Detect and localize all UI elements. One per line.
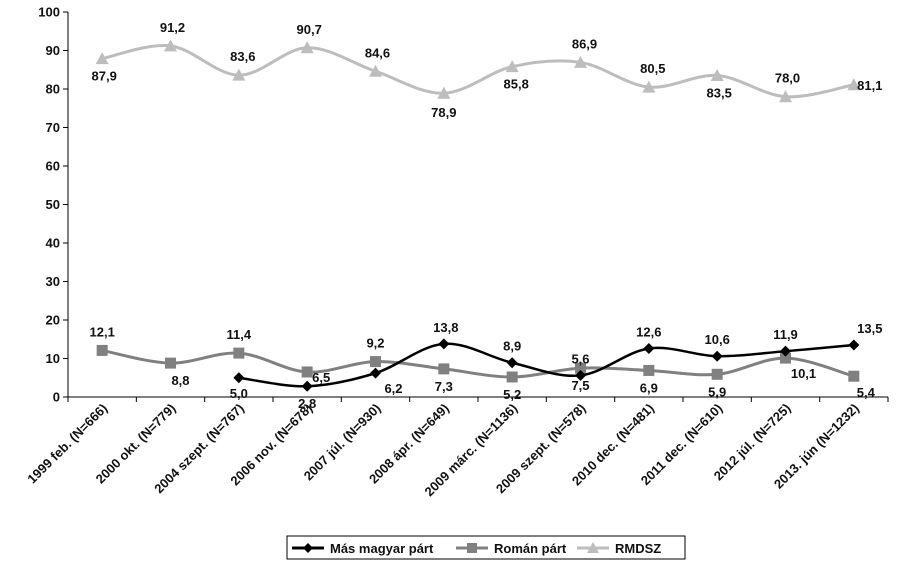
data-label: 87,9 bbox=[92, 69, 117, 84]
data-labels: 5,0 2,8 6,2 13,8 8,9 5,6 12,6 10,6 11,9 13,5 12,1 8… bbox=[90, 20, 883, 411]
diamond-marker bbox=[575, 369, 586, 381]
data-label: 12,1 bbox=[90, 324, 115, 339]
data-label: 5,2 bbox=[503, 387, 521, 402]
legend-square-marker bbox=[467, 543, 477, 553]
legend-label: Román párt bbox=[494, 541, 567, 556]
diamond-marker bbox=[780, 345, 791, 357]
data-label: 78,9 bbox=[431, 105, 456, 120]
square-marker bbox=[848, 370, 860, 382]
square-marker bbox=[233, 347, 245, 359]
legend: Más magyar párt Román párt RMDSZ bbox=[286, 535, 686, 560]
data-label: 6,2 bbox=[384, 381, 402, 396]
data-label: 5,0 bbox=[230, 386, 248, 401]
data-label: 81,1 bbox=[857, 78, 882, 93]
diamond-marker bbox=[643, 342, 655, 354]
y-tick-label: 80 bbox=[46, 82, 60, 97]
data-label: 83,5 bbox=[707, 86, 732, 101]
data-label: 85,8 bbox=[504, 77, 529, 92]
diamond-marker bbox=[848, 339, 860, 351]
data-label: 80,5 bbox=[640, 61, 665, 76]
triangle-marker bbox=[710, 69, 724, 82]
series-line bbox=[101, 348, 855, 379]
square-marker bbox=[711, 368, 723, 380]
y-tick-label: 60 bbox=[46, 159, 60, 174]
data-label: 8,8 bbox=[171, 373, 189, 388]
data-label: 6,5 bbox=[312, 370, 330, 385]
data-label: 5,9 bbox=[708, 384, 726, 399]
triangle-marker bbox=[437, 86, 451, 99]
data-label: 9,2 bbox=[366, 336, 384, 351]
y-tick-label: 0 bbox=[53, 390, 60, 405]
data-label: 7,3 bbox=[435, 379, 453, 394]
data-label: 86,9 bbox=[572, 36, 597, 51]
triangle-marker bbox=[642, 80, 656, 93]
square-marker bbox=[370, 356, 381, 368]
data-label: 13,5 bbox=[857, 321, 882, 336]
square-marker bbox=[506, 371, 518, 383]
square-marker bbox=[643, 364, 655, 376]
triangle-marker bbox=[505, 60, 519, 73]
square-marker bbox=[438, 363, 450, 375]
triangle-marker bbox=[847, 78, 861, 91]
y-tick-label: 90 bbox=[46, 43, 60, 58]
data-label: 10,6 bbox=[705, 332, 730, 347]
series-line bbox=[238, 342, 854, 388]
data-label: 12,6 bbox=[636, 324, 661, 339]
square-marker bbox=[165, 357, 176, 369]
data-label: 78,0 bbox=[775, 71, 800, 86]
triangle-marker bbox=[95, 52, 109, 65]
data-label: 2,8 bbox=[298, 396, 316, 411]
square-marker bbox=[301, 366, 313, 378]
legend-triangle-marker bbox=[587, 542, 599, 553]
data-label: 10,1 bbox=[791, 366, 816, 381]
data-label: 90,7 bbox=[297, 22, 322, 37]
data-label: 6,9 bbox=[640, 380, 658, 395]
diamond-marker bbox=[233, 372, 245, 384]
y-tick-label: 30 bbox=[46, 274, 60, 289]
y-tick-label: 50 bbox=[46, 197, 60, 212]
data-label: 7,5 bbox=[571, 378, 589, 393]
data-label: 13,8 bbox=[433, 320, 458, 335]
data-label: 11,4 bbox=[227, 327, 252, 342]
diamond-marker bbox=[370, 367, 381, 379]
diamond-marker bbox=[506, 357, 518, 369]
series-line bbox=[101, 44, 855, 99]
data-label: 8,9 bbox=[503, 339, 521, 354]
data-label: 11,9 bbox=[773, 327, 798, 342]
data-label: 83,6 bbox=[230, 49, 255, 64]
square-marker bbox=[780, 352, 791, 364]
diamond-marker bbox=[711, 350, 723, 362]
triangle-marker bbox=[779, 90, 792, 103]
square-marker bbox=[96, 344, 108, 356]
legend-label: Más magyar párt bbox=[330, 541, 434, 556]
y-tick-label: 70 bbox=[46, 120, 60, 135]
data-label: 5,6 bbox=[571, 351, 589, 366]
data-label: 5,4 bbox=[857, 385, 876, 400]
diamond-marker bbox=[438, 338, 450, 350]
legend-diamond-marker bbox=[303, 543, 313, 553]
diamond-marker bbox=[301, 380, 313, 392]
series-group bbox=[95, 39, 861, 392]
triangle-marker bbox=[164, 39, 177, 52]
legend-label: RMDSZ bbox=[615, 541, 661, 556]
triangle-marker bbox=[300, 41, 314, 54]
data-label: 91,2 bbox=[160, 20, 185, 35]
y-tick-label: 10 bbox=[46, 351, 60, 366]
y-tick-label: 40 bbox=[46, 236, 60, 251]
triangle-marker bbox=[369, 64, 382, 77]
y-tick-label: 20 bbox=[46, 313, 60, 328]
y-tick-label: 100 bbox=[38, 5, 60, 20]
data-label: 84,6 bbox=[365, 45, 390, 60]
triangle-marker bbox=[574, 55, 587, 68]
square-marker bbox=[575, 362, 586, 374]
triangle-marker bbox=[232, 68, 246, 81]
